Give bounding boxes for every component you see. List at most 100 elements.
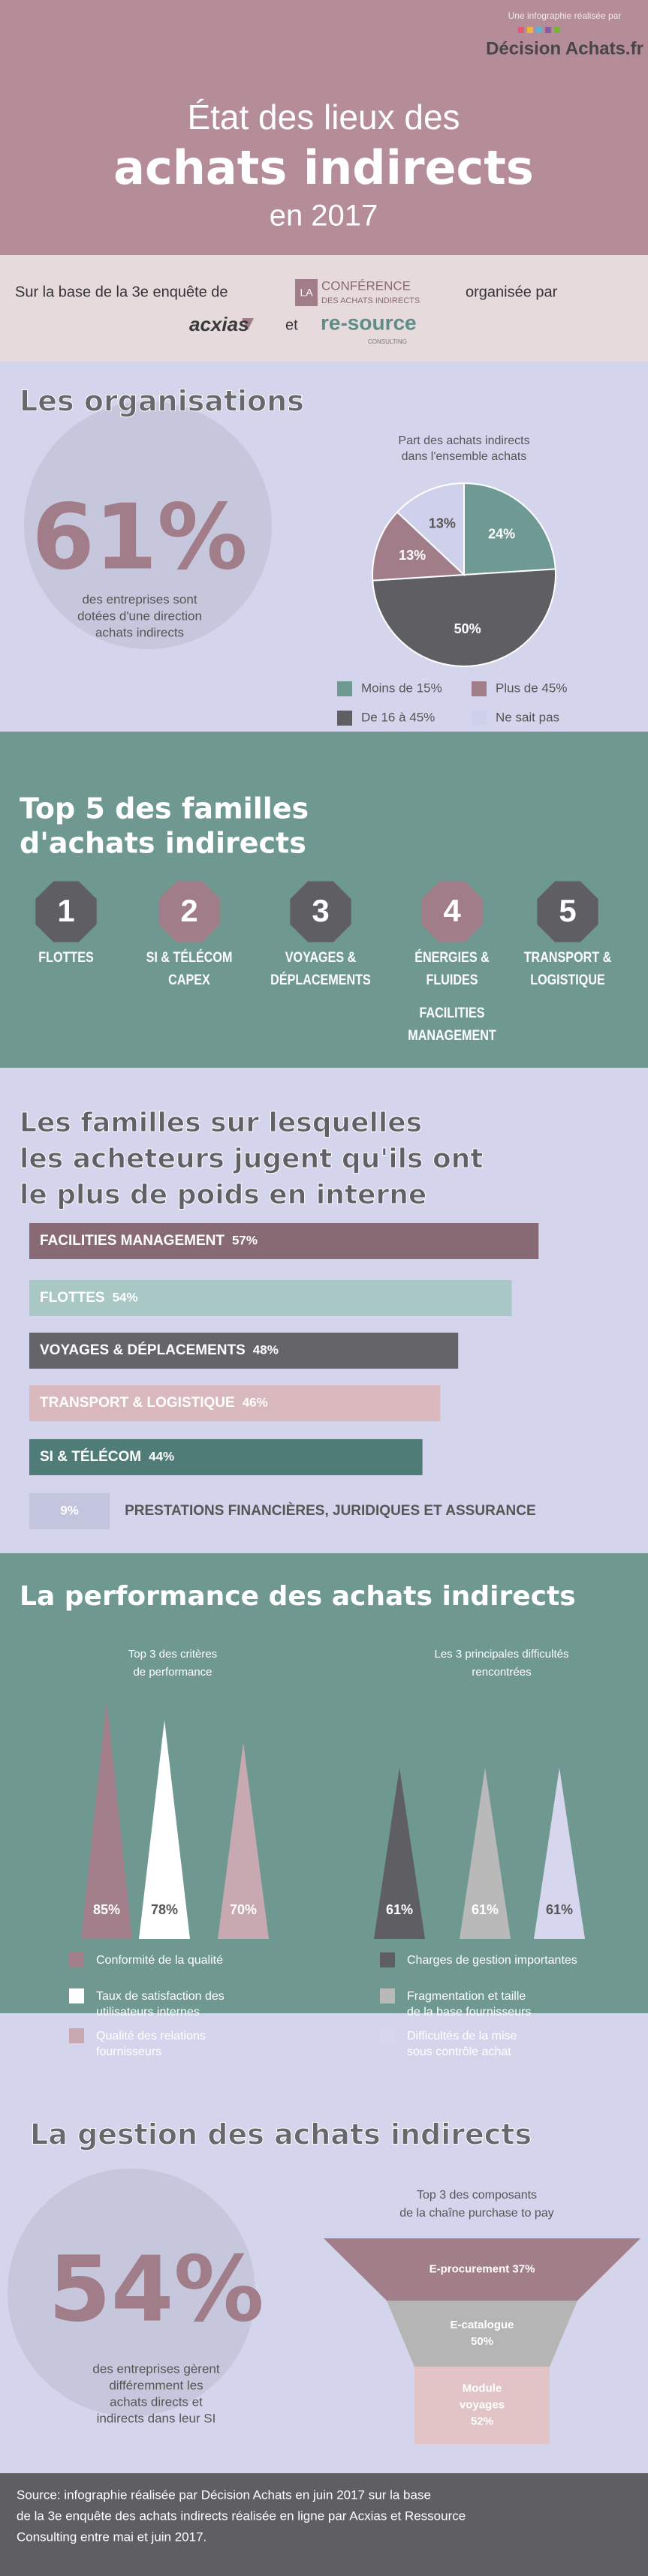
stat-text: dotées d'une direction [77,609,202,623]
rank-badge [290,881,351,942]
rank-badge [35,881,97,942]
legend-label: Qualité des relations [96,2030,206,2042]
bar [29,1493,110,1529]
section-title: Top 5 des familles [20,792,309,825]
legend-swatch [472,711,487,726]
funnel-label: E-catalogue [450,2319,514,2331]
bar-name: VOYAGES & DÉPLACEMENTS [40,1342,246,1358]
section-title: La gestion des achats indirects [30,2118,532,2151]
dot [518,27,524,33]
bar-name: FLOTTES [40,1290,105,1306]
dot [554,27,560,33]
legend-swatch [69,1952,84,1967]
bar-value: 48% [253,1342,279,1357]
funnel-label: voyages [460,2398,505,2411]
funnel-title: Top 3 des composants [417,2189,537,2202]
legend-label: Plus de 45% [496,681,567,695]
big-stat: 61% [32,486,247,591]
triangle-label: 70% [230,1902,257,1917]
group-title: de performance [133,1666,212,1679]
conference: CONFÉRENCE [321,278,411,293]
triangle-label: 85% [93,1902,120,1917]
bar-name: SI & TÉLÉCOM [40,1448,141,1465]
legend-label: De 16 à 45% [361,710,435,724]
rank-badge [421,881,483,942]
legend-label: sous contrôle achat [407,2045,511,2058]
legend-swatch [380,1952,395,1967]
footer-text: Source: infographie réalisée par Décisio… [17,2487,431,2502]
stat-text: des entreprises gèrent [92,2361,219,2376]
section-title: Les organisations [20,385,304,418]
stat-text: achats indirects [95,625,184,639]
legend-swatch [337,681,352,696]
section-title: Les familles sur lesquelles [20,1108,422,1138]
rank-number: 1 [57,893,74,928]
group-title: rencontrées [472,1666,531,1679]
legend-label: Charges de gestion importantes [407,1954,577,1967]
dot [536,27,542,33]
brand-dots [518,27,560,33]
legend-swatch [472,681,487,696]
decor-disc [8,2169,255,2416]
pie-title: Part des achats indirects [398,434,529,447]
family-label: TRANSPORT & [524,949,612,966]
footer-band [0,2473,648,2576]
stat-text: indirects dans leur SI [97,2411,216,2425]
badge-text: LA [300,287,313,299]
stat-text: des entreprises sont [82,592,197,606]
conference-badge [295,279,318,306]
rank-number: 3 [312,893,329,928]
legend-label: Fragmentation et taille [407,1990,526,2003]
funnel-title: de la chaîne purchase to pay [399,2207,553,2220]
section-title: d'achats indirects [20,827,306,860]
pie-label: 50% [454,621,481,636]
pie-label: 24% [488,526,515,541]
section-title: les acheteurs jugent qu'ils ont [20,1144,484,1174]
bar [29,1223,539,1259]
triangle [534,1767,585,1939]
triangle [374,1767,425,1939]
funnel-segment [324,2238,640,2301]
bar-value: 46% [243,1395,268,1409]
legend-swatch [69,1988,84,2003]
dot [527,27,533,33]
header-band [0,0,648,255]
bar-value: 9% [60,1503,79,1517]
rank-number: 4 [443,893,461,928]
triangle-label: 61% [546,1902,573,1917]
triangle [460,1767,511,1939]
legend-label: fournisseurs [96,2045,161,2058]
bar-name: FACILITIES MANAGEMENT [40,1233,225,1249]
family-label: ÉNERGIES & [414,948,490,966]
family-label: DÉPLACEMENTS [270,971,371,988]
credit: Une infographie réalisée par [508,11,622,21]
legend-label: Taux de satisfaction des [96,1990,225,2003]
funnel-label: 52% [471,2415,493,2427]
family-label: LOGISTIQUE [530,972,605,988]
funnel-segment [387,2301,577,2367]
bar-name: TRANSPORT & LOGISTIQUE [40,1395,235,1411]
triangle-label: 61% [386,1902,413,1917]
footer-text: Consulting entre mai et juin 2017. [17,2529,206,2544]
stat-text: achats directs et [110,2394,203,2409]
family-label: MANAGEMENT [408,1027,496,1044]
legend-label: de la base fournisseurs [407,2006,531,2018]
stat-text: différemment les [109,2378,203,2392]
pie-label: 13% [399,548,426,563]
pie-slice [372,511,466,582]
title-line: État des lieux des [187,98,460,137]
pie-slice [396,482,465,577]
funnel-label: E-procurement 37% [429,2262,535,2275]
legend-label: utilisateurs internes [96,2006,200,2018]
performance-band [0,1553,648,2013]
bar-name: PRESTATIONS FINANCIÈRES, JURIDIQUES ET A… [125,1502,536,1519]
triangle-label: 78% [151,1902,178,1917]
funnel-label: 50% [471,2335,493,2348]
partner-logo: acxias [189,313,249,335]
acxias-mark [242,318,254,330]
bar [29,1439,423,1475]
sponsor-band [0,255,648,362]
rank-badge [158,881,220,942]
triangle [218,1742,269,1939]
